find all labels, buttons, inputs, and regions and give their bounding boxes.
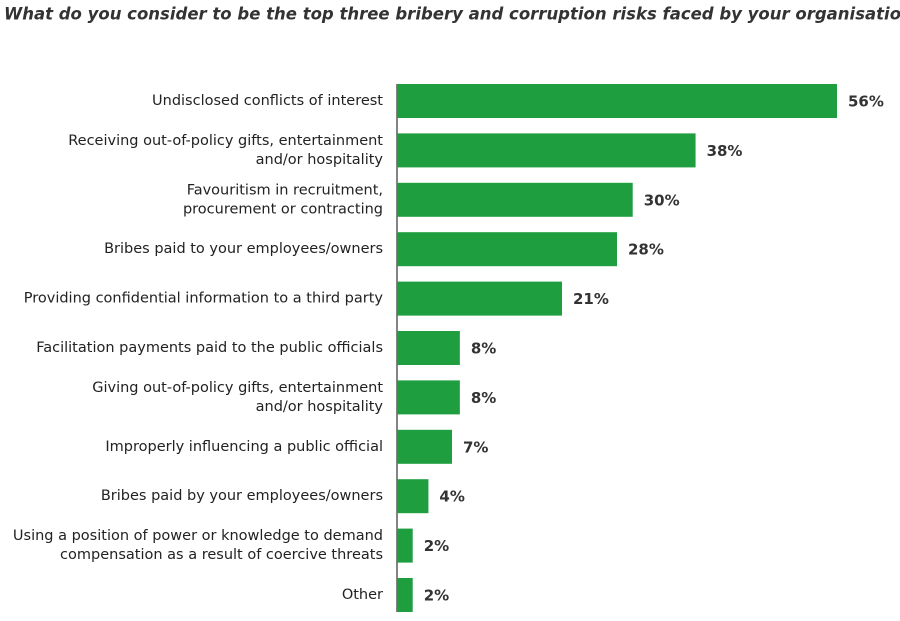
category-label: Bribes paid by your employees/owners bbox=[101, 488, 383, 504]
bar bbox=[397, 232, 617, 267]
category-label: Other bbox=[342, 587, 383, 603]
category-label-line: Providing confidential information to a … bbox=[24, 291, 384, 307]
category-label-line: Giving out-of-policy gifts, entertainmen… bbox=[92, 380, 383, 396]
bar bbox=[397, 281, 562, 316]
bar bbox=[397, 479, 429, 514]
value-label: 8% bbox=[471, 389, 496, 407]
category-label: Improperly influencing a public official bbox=[105, 439, 383, 455]
category-label-line: procurement or contracting bbox=[183, 201, 383, 217]
value-label: 7% bbox=[463, 438, 488, 456]
chart-title: What do you consider to be the top three… bbox=[4, 5, 900, 24]
category-label-line: Facilitation payments paid to the public… bbox=[36, 340, 383, 356]
category-label: Receiving out-of-policy gifts, entertain… bbox=[68, 133, 383, 168]
bar bbox=[397, 331, 460, 365]
value-label: 56% bbox=[848, 93, 884, 111]
category-label-line: Using a position of power or knowledge t… bbox=[13, 528, 383, 544]
bar bbox=[397, 528, 413, 563]
category-label: Favouritism in recruitment, procurement o… bbox=[183, 182, 383, 217]
bar bbox=[397, 84, 837, 118]
category-label: Facilitation payments paid to the public… bbox=[36, 340, 383, 356]
bar bbox=[397, 578, 413, 612]
bar bbox=[397, 182, 633, 217]
bar bbox=[397, 380, 460, 415]
value-label: 8% bbox=[471, 340, 496, 358]
category-label-line: Bribes paid to your employees/owners bbox=[104, 241, 383, 257]
category-label-line: Receiving out-of-policy gifts, entertain… bbox=[68, 133, 383, 149]
category-label-line: and/or hospitality bbox=[256, 152, 384, 168]
value-label: 2% bbox=[424, 587, 449, 605]
category-label-line: compensation as a result of coercive thr… bbox=[60, 547, 383, 563]
category-label-line: Other bbox=[342, 587, 383, 603]
value-label: 2% bbox=[424, 537, 449, 555]
category-label-line: Favouritism in recruitment, bbox=[187, 182, 383, 198]
value-label: 4% bbox=[439, 488, 464, 506]
category-label: Using a position of power or knowledge t… bbox=[13, 528, 383, 563]
value-label: 28% bbox=[628, 241, 664, 259]
bar bbox=[397, 133, 696, 168]
bar bbox=[397, 429, 452, 464]
category-label-line: Bribes paid by your employees/owners bbox=[101, 488, 383, 504]
category-label-line: Undisclosed conflicts of interest bbox=[152, 93, 383, 109]
category-label-line: and/or hospitality bbox=[256, 399, 384, 415]
category-label-line: Improperly influencing a public official bbox=[105, 439, 383, 455]
category-label: Giving out-of-policy gifts, entertainmen… bbox=[92, 380, 383, 415]
value-label: 38% bbox=[707, 142, 743, 160]
category-label: Undisclosed conflicts of interest bbox=[152, 93, 383, 109]
value-label: 30% bbox=[644, 191, 680, 209]
value-label: 21% bbox=[573, 290, 609, 308]
category-label: Bribes paid to your employees/owners bbox=[104, 241, 383, 257]
category-label: Providing confidential information to a … bbox=[24, 291, 384, 307]
